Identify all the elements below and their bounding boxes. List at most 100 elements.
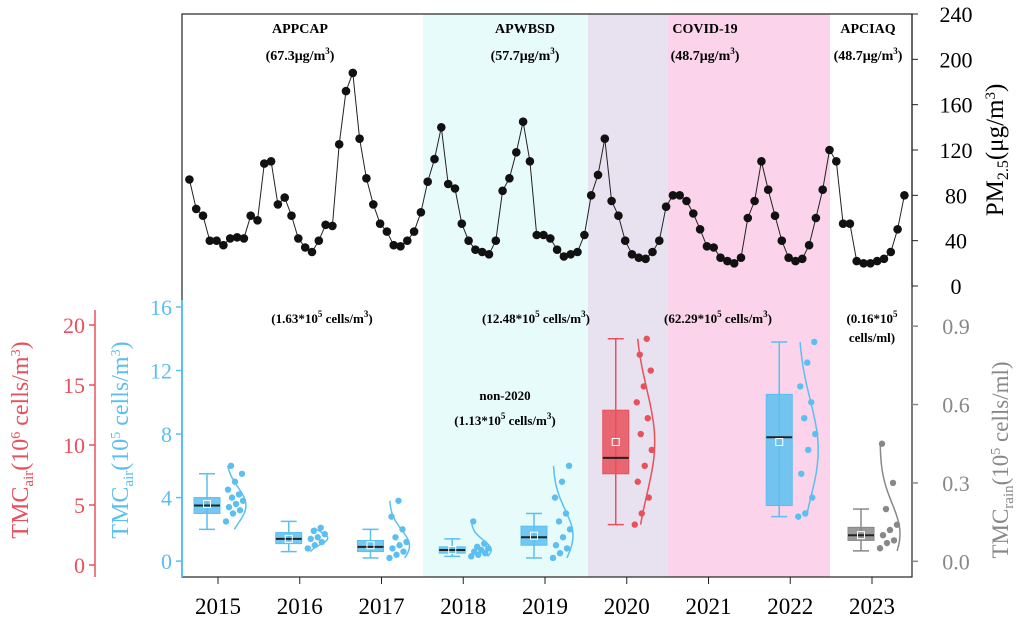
box-2016: [275, 520, 329, 553]
pm25-point-61: [600, 134, 610, 143]
tmc-red-tick-label-20: 20: [63, 313, 85, 338]
box-2015-point-2: [236, 507, 244, 514]
pm25-point-59: [586, 191, 596, 200]
pm25-point-9: [246, 211, 255, 220]
pm25-point-2: [198, 211, 208, 220]
pm25-point-49: [518, 117, 528, 126]
plot-frame: [181, 13, 913, 578]
box-2020-point-7: [644, 414, 651, 422]
box-2015-density: [226, 465, 247, 530]
annotation-appcap: APPCAP: [272, 22, 328, 37]
pm25-point-32: [403, 236, 412, 245]
pm25-point-85: [763, 185, 773, 194]
box-2015-point-1: [229, 510, 237, 517]
box-2020-point-6: [637, 430, 644, 438]
box-2016-point-4: [314, 534, 321, 541]
box-2023-point-7: [889, 479, 897, 487]
pm25-point-22: [334, 140, 344, 149]
pm25-point-79: [723, 256, 732, 266]
box-2020-point-4: [641, 462, 648, 470]
annotations: APPCAP (67.3μg/m3) APWBSD (57.7μg/m3) CO…: [266, 22, 903, 428]
annotation-covid: COVID-19: [672, 22, 737, 37]
box-2019-point-0: [549, 554, 557, 562]
tmc-rain-tick-label-3: 0.9: [942, 314, 970, 339]
shade-apwbsd: [423, 14, 588, 577]
pm25-tick-label-120: 120: [940, 138, 973, 163]
pm25-point-10: [253, 216, 262, 225]
pm25-point-84: [757, 157, 766, 166]
pm25-point-28: [375, 219, 385, 228]
box-2020-point-8: [633, 399, 640, 406]
pm25-point-74: [689, 209, 698, 218]
box-2023-mean: [857, 531, 865, 540]
pm25-point-97: [845, 219, 855, 228]
pm25-point-92: [811, 213, 821, 223]
tmc-blue-tick-label-0: 0: [161, 549, 172, 574]
annotation-covid-value: (48.7μg/m3): [671, 46, 740, 64]
shade-covid-lavender: [588, 14, 668, 577]
box-2019: [520, 462, 574, 562]
pm25-point-105: [900, 191, 909, 200]
annotation-apwbsd-value: (57.7μg/m3): [491, 46, 560, 64]
pm25-point-57: [573, 247, 582, 257]
pm25-tick-label-40: 40: [945, 229, 967, 254]
box-2017-point-1: [393, 551, 400, 558]
pm25-series: [185, 68, 909, 268]
box-2019-point-4: [559, 534, 567, 541]
pm25-point-44: [484, 250, 494, 259]
box-2019-point-10: [565, 462, 573, 470]
box-2023-point-1: [883, 539, 891, 547]
pm25-point-76: [702, 242, 712, 251]
pm25-point-93: [818, 185, 827, 194]
box-2017-point-3: [389, 545, 396, 552]
annotation-cells-4-unit: cells/ml): [849, 330, 895, 345]
pm25-point-6: [225, 234, 235, 243]
pm25-point-37: [437, 123, 446, 132]
x-tick-label-2021: 2021: [686, 594, 732, 619]
tmc-red-tick-label-5: 5: [74, 493, 85, 518]
box-2018-density: [470, 521, 492, 557]
pm25-point-60: [593, 170, 603, 180]
pm25-point-17: [300, 243, 310, 252]
annotation-cells-3: (62.29*105 cells/m3): [664, 309, 772, 326]
annotation-cells-4: (0.16*105: [846, 309, 898, 326]
pm25-point-46: [498, 186, 507, 196]
box-2018-point-0: [468, 553, 475, 560]
box-2020: [602, 335, 656, 528]
box-2020-mean: [611, 438, 620, 446]
pm25-point-35: [423, 177, 433, 186]
annotation-cells-2: (12.48*105 cells/m3): [482, 309, 590, 326]
pm25-point-16: [294, 234, 303, 243]
pm25-point-1: [191, 204, 201, 214]
box-2022-point-8: [797, 383, 804, 390]
shade-covid-pink: [668, 14, 830, 577]
pm25-axis: 0 40 80 120 160 200 240 PM2.5(μg/m3): [911, 2, 1012, 299]
pm25-point-12: [266, 157, 276, 166]
pm25-point-39: [450, 184, 460, 193]
pm25-point-87: [777, 236, 787, 245]
box-2020-point-5: [648, 446, 655, 454]
x-tick-label-2023: 2023: [849, 594, 895, 619]
pm25-point-100: [866, 259, 875, 268]
box-2023-point-4: [886, 526, 894, 534]
box-2022-point-0: [795, 513, 802, 520]
box-2015-point-3: [225, 503, 233, 511]
pm25-point-103: [886, 247, 896, 257]
pm25-tick-label-80: 80: [945, 183, 967, 208]
box-2019-iqr: [520, 525, 548, 546]
tmc-blue-axis-label: TMCair(105 cells/m3): [108, 341, 137, 538]
tmc-rain-axis-label: TMCrain(105 cells/ml): [988, 361, 1017, 558]
pm25-point-20: [321, 220, 330, 230]
pm25-point-77: [709, 243, 718, 252]
box-2015-point-0: [222, 518, 230, 525]
box-2019-point-1: [556, 549, 564, 557]
pm25-point-82: [743, 213, 753, 223]
pm25-point-38: [443, 179, 453, 189]
box-2017-point-9: [395, 497, 402, 504]
x-tick-label-2019: 2019: [522, 594, 568, 619]
pm25-point-80: [729, 259, 739, 268]
pm25-point-53: [546, 234, 555, 243]
pm25-tick-label-240: 240: [940, 2, 973, 27]
pm25-point-65: [627, 250, 637, 259]
